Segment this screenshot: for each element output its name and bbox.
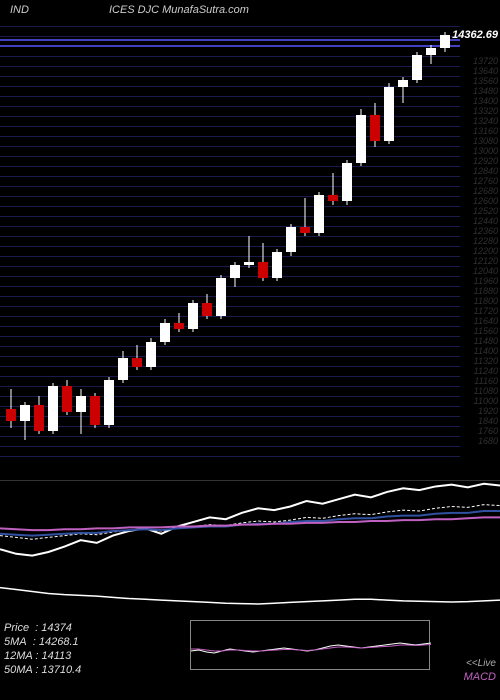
indicator-line: [0, 517, 500, 530]
oscillator-line: [0, 588, 500, 604]
candlestick-chart: [0, 26, 460, 466]
current-price-tag: 14362.69: [452, 29, 498, 41]
y-axis-label: 12120: [473, 256, 498, 266]
macd-line: [191, 645, 431, 652]
candle: [300, 26, 310, 466]
candle: [48, 26, 58, 466]
y-axis-label: 1920: [478, 406, 498, 416]
y-axis-label: 13320: [473, 106, 498, 116]
y-axis-label: 11240: [474, 366, 498, 376]
y-axis-label: 12040: [473, 266, 498, 276]
candle: [328, 26, 338, 466]
y-axis-label: 11880: [474, 286, 498, 296]
y-axis-label: 11800: [474, 296, 498, 306]
candle: [76, 26, 86, 466]
candle: [272, 26, 282, 466]
y-axis-label: 12360: [473, 226, 498, 236]
y-axis-label: 11160: [474, 376, 498, 386]
candle: [62, 26, 72, 466]
y-axis-label: 12200: [473, 246, 498, 256]
live-label: <<Live: [466, 658, 496, 669]
ticker-label: IND: [10, 4, 29, 24]
candle: [314, 26, 324, 466]
y-axis-label: 13560: [473, 76, 498, 86]
y-axis-label: 11960: [474, 276, 498, 286]
candle: [370, 26, 380, 466]
y-axis-label: 13080: [473, 136, 498, 146]
y-axis-label: 12760: [473, 176, 498, 186]
candle: [286, 26, 296, 466]
y-axis-label: 11400: [474, 346, 498, 356]
y-axis-label: 11080: [474, 386, 498, 396]
moving-average-panel: [0, 480, 500, 610]
candle: [90, 26, 100, 466]
y-axis-label: 11320: [474, 356, 498, 366]
candle: [398, 26, 408, 466]
candle: [216, 26, 226, 466]
candle: [34, 26, 44, 466]
y-axis-label: 12680: [473, 186, 498, 196]
y-axis-label: 11480: [474, 336, 498, 346]
candle: [104, 26, 114, 466]
y-axis-label: 13480: [473, 86, 498, 96]
candle: [6, 26, 16, 466]
candle: [342, 26, 352, 466]
macd-inset: [190, 620, 430, 670]
candle: [440, 26, 450, 466]
candle: [132, 26, 142, 466]
candle: [146, 26, 156, 466]
y-axis-label: 1760: [478, 426, 498, 436]
y-axis-label: 11640: [474, 316, 498, 326]
y-axis-label: 1840: [478, 416, 498, 426]
candle: [356, 26, 366, 466]
candle: [244, 26, 254, 466]
y-axis-label: 12840: [473, 166, 498, 176]
y-axis-label: 13720: [473, 56, 498, 66]
candle: [202, 26, 212, 466]
macd-lines-svg: [191, 621, 431, 671]
candle: [230, 26, 240, 466]
y-axis-label: 13400: [473, 96, 498, 106]
indicator-line: [0, 511, 500, 536]
chart-title: ICES DJC MunafaSutra.com: [109, 4, 249, 24]
y-axis-label: 11560: [474, 326, 498, 336]
y-axis-label: 11000: [474, 396, 498, 406]
ma-lines-svg: [0, 481, 500, 611]
y-axis-label: 12600: [473, 196, 498, 206]
y-axis-label: 12440: [473, 216, 498, 226]
macd-line: [191, 643, 431, 653]
candle: [258, 26, 268, 466]
y-axis-label: 12280: [473, 236, 498, 246]
y-axis-label: 11720: [474, 306, 498, 316]
y-axis-label: 13240: [473, 116, 498, 126]
candle: [412, 26, 422, 466]
y-axis-label: 12920: [473, 156, 498, 166]
macd-label: MACD: [464, 671, 496, 683]
candle: [188, 26, 198, 466]
price-info-box: Price : 14374 5MA : 14268.1 12MA : 14113…: [4, 621, 81, 677]
y-axis-label: 13160: [473, 126, 498, 136]
chart-header: IND ICES DJC MunafaSutra.com: [0, 4, 500, 24]
candle: [160, 26, 170, 466]
candle: [174, 26, 184, 466]
y-axis-label: 12520: [473, 206, 498, 216]
macd-panel: Price : 14374 5MA : 14268.1 12MA : 14113…: [0, 615, 500, 695]
y-axis-label: 13640: [473, 66, 498, 76]
y-axis-label: 13000: [473, 146, 498, 156]
candle: [384, 26, 394, 466]
candle: [118, 26, 128, 466]
candle: [20, 26, 30, 466]
candle: [426, 26, 436, 466]
y-axis-label: 1680: [478, 436, 498, 446]
